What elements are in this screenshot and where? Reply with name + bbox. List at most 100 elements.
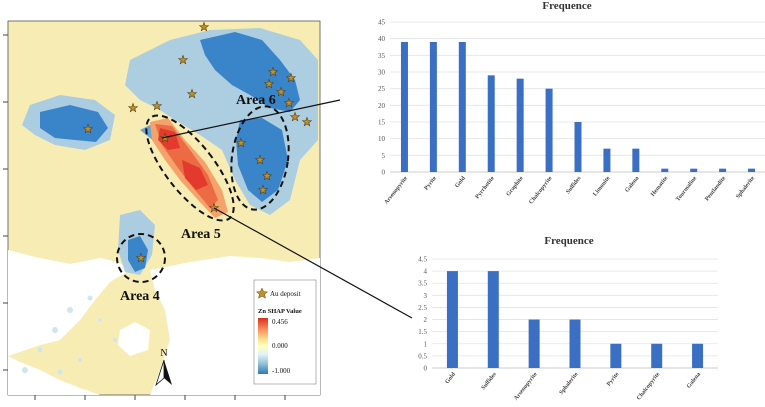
deposit-star-icon	[257, 184, 269, 195]
area-4-label: Area 4	[120, 289, 160, 304]
x-tick-label: Galena	[686, 372, 702, 390]
bar-tourmaline	[690, 168, 698, 172]
bar-sphalerite	[569, 319, 581, 368]
area-5-label: Area 5	[181, 227, 221, 242]
deposit-star-icon	[275, 86, 287, 97]
x-tick-label: Pyrite	[606, 371, 621, 387]
callout-line-area6	[161, 99, 341, 139]
y-tick-label: 1	[424, 340, 428, 348]
chart2-bars	[446, 271, 704, 368]
bar-gold	[458, 42, 466, 172]
y-tick-label: 40	[378, 35, 386, 43]
frequency-chart-area5: Frequence 0 0.5 1 1.5 2 2.5 3 3.5 4 4.5 Gold Sulfi…	[418, 235, 718, 402]
bar-hematite	[661, 168, 669, 172]
y-tick-label: 10	[378, 135, 386, 143]
north-label: N	[160, 348, 167, 359]
x-tick-label: Pyrrhotite	[475, 175, 496, 200]
map-deposits	[82, 21, 313, 263]
map-area-outlines	[116, 105, 290, 283]
bar-gold	[446, 271, 458, 368]
y-tick-label: 35	[378, 52, 386, 60]
deposit-star-icon	[261, 170, 273, 181]
bar-pyrite	[429, 42, 437, 172]
bar-limonite	[603, 148, 611, 172]
map-hot-zone	[150, 118, 228, 218]
y-tick-label: 1.5	[418, 328, 427, 336]
chart2-title: Frequence	[544, 235, 593, 247]
callout-line-area5	[213, 207, 413, 319]
y-tick-label: 2	[424, 316, 428, 324]
bar-chalcopyrite	[651, 343, 663, 368]
y-tick-label: 30	[378, 69, 386, 77]
y-tick-label: 4	[424, 268, 428, 276]
x-tick-label: Sulfides	[565, 175, 583, 195]
x-tick-label: Hematite	[650, 175, 669, 198]
deposit-star-icon	[283, 97, 295, 108]
area-6-outline	[230, 105, 290, 211]
callout-lines	[161, 99, 413, 319]
x-tick-label: Sulfides	[481, 371, 499, 391]
north-arrow-icon	[164, 360, 172, 385]
x-tick-label: Pentlandite	[704, 175, 727, 202]
map-frame-ticks	[3, 34, 286, 400]
bar-galena	[632, 148, 640, 172]
y-tick-label: 25	[378, 85, 386, 93]
x-tick-label: Pyrite	[424, 175, 439, 191]
area-6-label: Area 6	[236, 93, 276, 108]
y-tick-label: 20	[378, 102, 386, 110]
deposit-star-icon	[186, 88, 198, 99]
x-tick-label: Tourmaline	[675, 175, 698, 202]
legend-max: 0.456	[272, 318, 288, 326]
deposit-star-icon	[208, 202, 220, 213]
bar-galena	[692, 343, 704, 368]
x-tick-label: Sphalerite	[559, 371, 580, 396]
deposit-star-icon	[198, 21, 210, 32]
deposit-star-icon	[177, 54, 189, 65]
y-tick-label: 5	[382, 152, 386, 160]
y-tick-label: 0	[424, 365, 428, 373]
legend-colorbar	[258, 318, 268, 374]
chart1-y-ticks: 0 5 10 15 20 25 30 35 40 45	[378, 19, 386, 177]
x-tick-label: Graphite	[506, 175, 525, 197]
frequency-chart-area6: Frequence 0 5 10 15 20 25 30 35 40 45 Arsenopyrit…	[378, 0, 765, 206]
x-tick-label: Arsenopyrite	[384, 175, 410, 205]
x-tick-label: Gold	[444, 371, 457, 385]
x-tick-label: Chalcopyrite	[636, 371, 661, 401]
bar-graphite	[516, 78, 524, 172]
bar-pyrite	[610, 343, 622, 368]
deposit-legend-icon	[255, 287, 269, 299]
map-legend: Au deposit Zn SHAP Value 0.456 0.000 -1.…	[253, 279, 317, 385]
deposit-star-icon	[135, 252, 147, 263]
deposit-star-icon	[267, 66, 279, 77]
deposit-star-icon	[263, 78, 275, 89]
x-tick-label: Gold	[454, 175, 467, 189]
bar-pyrrhotite	[487, 75, 495, 172]
y-tick-label: 3	[424, 292, 428, 300]
y-tick-label: 0	[382, 169, 386, 177]
shap-map: Area 6 Area 5 Area 4 Au deposit Zn SHAP …	[3, 20, 321, 400]
y-tick-label: 0.5	[418, 352, 427, 360]
deposit-star-icon	[289, 111, 301, 122]
legend-title: Zn SHAP Value	[258, 308, 302, 315]
bar-sphalerite	[748, 168, 756, 172]
chart1-x-labels: Arsenopyrite Pyrite Gold Pyrrhotite Graphite…	[384, 175, 757, 206]
chart1-bars	[400, 42, 756, 172]
y-tick-label: 15	[378, 119, 386, 127]
y-tick-label: 4.5	[418, 256, 427, 264]
y-tick-label: 45	[378, 19, 386, 27]
bar-arsenopyrite	[400, 42, 408, 172]
bar-chalcopyrite	[545, 88, 553, 172]
x-tick-label: Galena	[624, 176, 640, 194]
area-4-outline	[116, 233, 166, 283]
x-tick-label: Limonite	[592, 175, 611, 197]
legend-deposit-label: Au deposit	[270, 290, 301, 298]
legend-min: -1.000	[272, 367, 291, 375]
deposit-star-icon	[151, 100, 163, 111]
x-tick-label: Chalcopyrite	[528, 175, 553, 205]
x-tick-label: Arsenopyrite	[513, 371, 539, 401]
y-tick-label: 2.5	[418, 304, 427, 312]
map-coast-speckles	[22, 295, 117, 375]
bar-sulfides	[487, 271, 499, 368]
deposit-star-icon	[254, 154, 266, 165]
legend-mid: 0.000	[272, 342, 288, 350]
